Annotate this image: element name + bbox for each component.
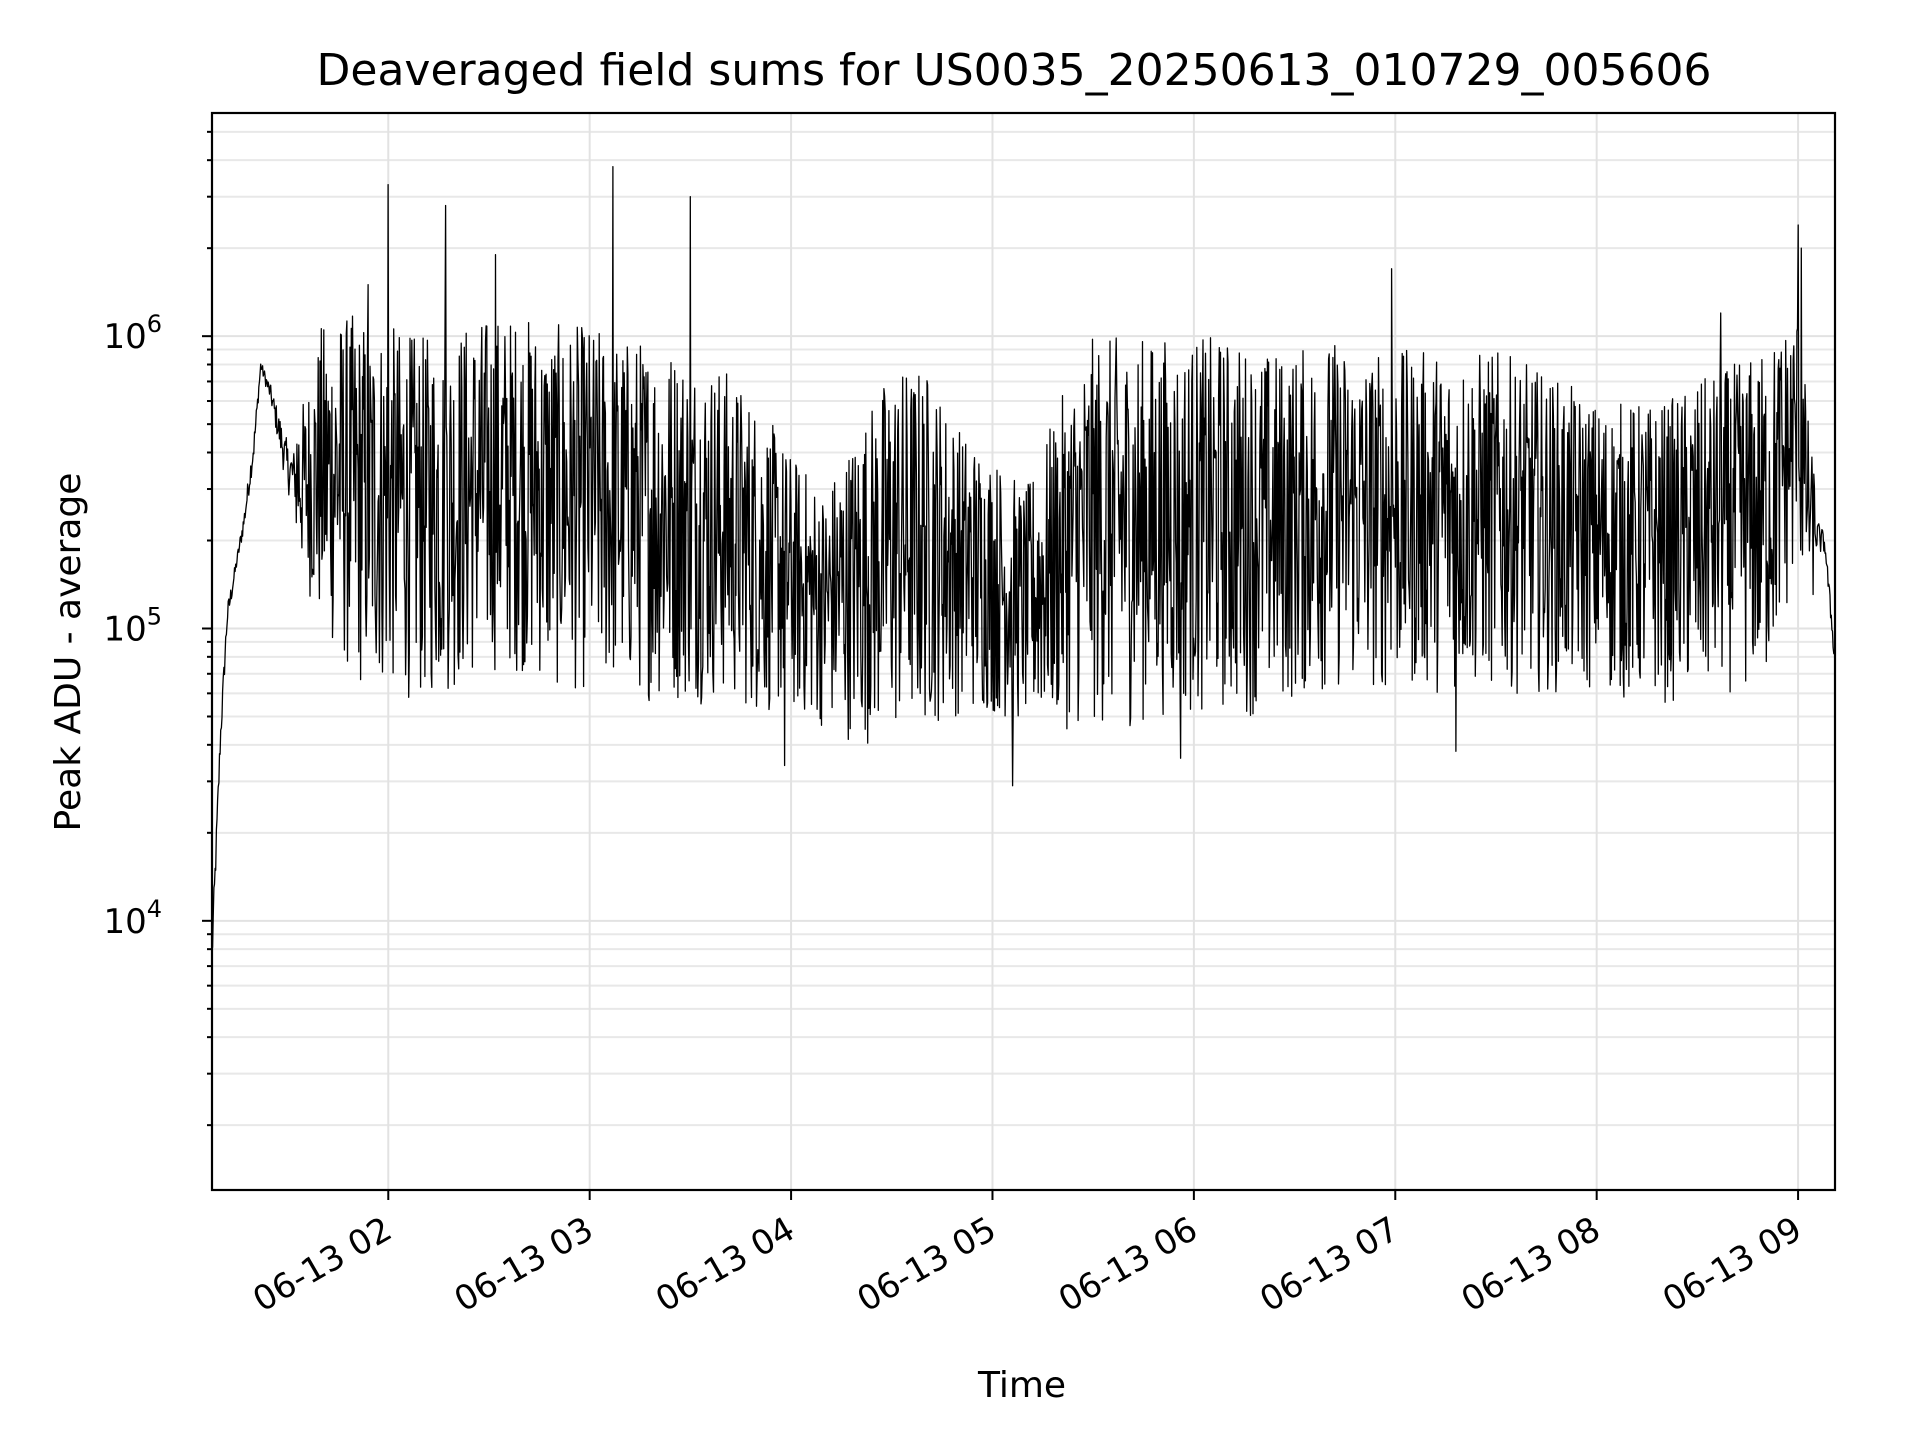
y-tick-label: 105 [103, 602, 162, 649]
x-tick-label: 06-13 06 [1052, 1209, 1204, 1320]
chart-title: Deaveraged field sums for US0035_2025061… [317, 45, 1712, 96]
x-axis-label: Time [977, 1365, 1066, 1406]
y-axis: 104 105 106 [103, 130, 212, 1127]
grid [212, 113, 1835, 1190]
y-tick-label: 106 [103, 310, 162, 357]
x-tick-label: 06-13 07 [1253, 1209, 1405, 1320]
plot-area-frame [210, 111, 1837, 1192]
y-tick-label: 104 [103, 895, 162, 942]
x-axis: 06-13 02 06-13 03 06-13 04 06-13 05 06-13 06… [246, 1190, 1809, 1320]
series-path [211, 166, 1836, 949]
series-line [211, 166, 1836, 949]
x-tick-label: 06-13 05 [851, 1209, 1003, 1320]
y-axis-label: Peak ADU - average [48, 473, 89, 832]
x-tick-label: 06-13 04 [649, 1209, 801, 1320]
x-tick-label: 06-13 09 [1656, 1209, 1808, 1320]
x-tick-label: 06-13 02 [246, 1209, 398, 1320]
x-tick-label: 06-13 08 [1455, 1209, 1607, 1320]
x-tick-label: 06-13 03 [448, 1209, 600, 1320]
